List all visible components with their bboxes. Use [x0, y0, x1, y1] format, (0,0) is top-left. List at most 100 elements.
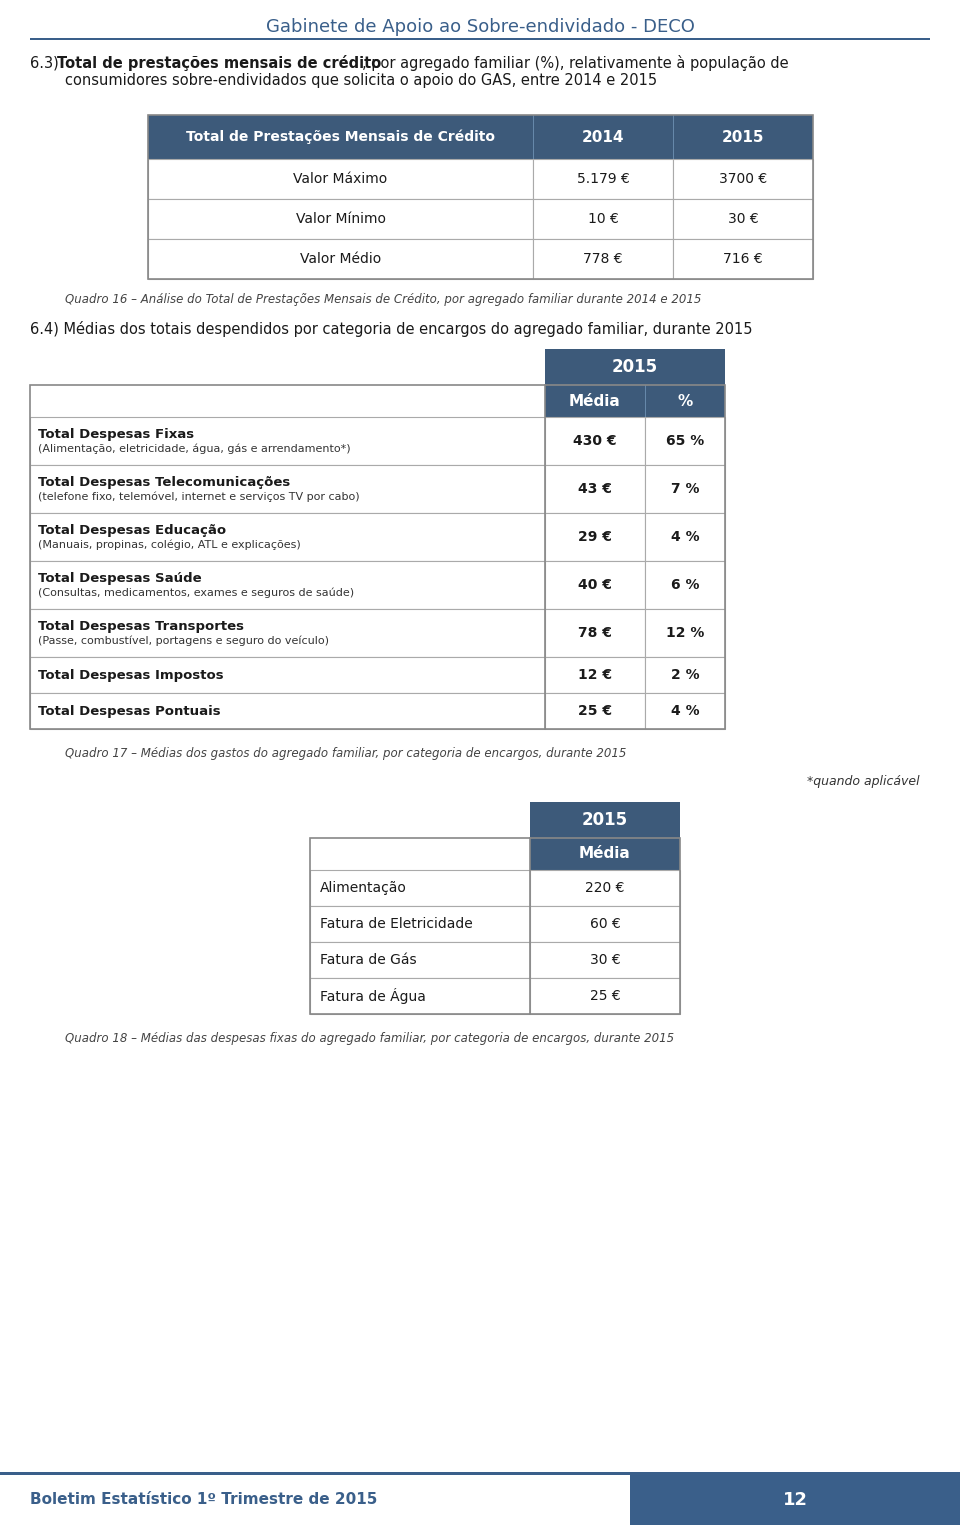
Text: Valor Mínimo: Valor Mínimo: [296, 212, 386, 226]
Text: (Manuais, propinas, colégio, ATL e explicações): (Manuais, propinas, colégio, ATL e expli…: [38, 540, 300, 551]
Text: 25 €: 25 €: [589, 990, 620, 1003]
Text: 5.179 €: 5.179 €: [577, 172, 630, 186]
Bar: [0, 1472, 960, 1475]
Bar: [533, 114, 673, 159]
Bar: [148, 114, 533, 159]
Text: Quadro 17 – Médias dos gastos do agregado familiar, por categoria de encargos, d: Quadro 17 – Médias dos gastos do agregad…: [65, 747, 626, 759]
Bar: [148, 114, 813, 279]
Text: Quadro 16 – Análise do Total de Prestações Mensais de Crédito, por agregado fami: Quadro 16 – Análise do Total de Prestaçõ…: [65, 293, 702, 307]
Bar: [645, 384, 646, 416]
Bar: [30, 657, 545, 692]
Text: 4 %: 4 %: [671, 705, 699, 718]
Text: 25 €: 25 €: [578, 705, 612, 718]
Text: 43 €: 43 €: [578, 482, 612, 496]
Bar: [533, 114, 534, 159]
Bar: [30, 384, 725, 729]
Bar: [545, 416, 645, 465]
Text: 12 €: 12 €: [578, 668, 612, 682]
Bar: [645, 416, 725, 465]
Bar: [545, 512, 645, 561]
Text: 29 €: 29 €: [578, 531, 612, 544]
Bar: [545, 608, 645, 657]
Bar: [310, 906, 530, 942]
Text: (Consultas, medicamentos, exames e seguros de saúde): (Consultas, medicamentos, exames e segur…: [38, 589, 354, 598]
Bar: [30, 465, 545, 512]
Bar: [148, 239, 533, 279]
Text: Fatura de Gás: Fatura de Gás: [320, 953, 417, 967]
Bar: [673, 114, 813, 159]
Text: 10 €: 10 €: [588, 212, 618, 226]
Text: 7 %: 7 %: [671, 482, 699, 496]
Text: 6.3): 6.3): [30, 55, 63, 70]
Text: 2015: 2015: [612, 358, 658, 377]
Text: Gabinete de Apoio ao Sobre-endividado - DECO: Gabinete de Apoio ao Sobre-endividado - …: [266, 18, 694, 37]
Text: Média: Média: [579, 846, 631, 862]
Text: 2014: 2014: [582, 130, 624, 145]
Bar: [645, 608, 725, 657]
Bar: [30, 512, 545, 561]
Text: Total Despesas Transportes: Total Despesas Transportes: [38, 621, 244, 633]
Text: 220 €: 220 €: [586, 881, 625, 895]
Bar: [310, 978, 530, 1014]
Bar: [545, 561, 645, 608]
Text: 4 %: 4 %: [671, 531, 699, 544]
Text: Fatura de Eletricidade: Fatura de Eletricidade: [320, 917, 472, 930]
Text: 2 %: 2 %: [671, 668, 699, 682]
Text: Total de prestações mensais de crédito: Total de prestações mensais de crédito: [57, 55, 381, 72]
Bar: [545, 692, 645, 729]
Text: %: %: [678, 393, 692, 409]
Bar: [545, 349, 725, 384]
Text: 2015: 2015: [722, 130, 764, 145]
Bar: [30, 416, 545, 465]
Bar: [530, 906, 680, 942]
Text: 430 €: 430 €: [573, 435, 616, 448]
Bar: [530, 869, 680, 906]
Bar: [530, 978, 680, 1014]
Text: Total Despesas Telecomunicações: Total Despesas Telecomunicações: [38, 476, 290, 490]
Text: Total de Prestações Mensais de Crédito: Total de Prestações Mensais de Crédito: [186, 130, 495, 145]
Bar: [645, 512, 725, 561]
Bar: [310, 839, 680, 1014]
Bar: [530, 942, 680, 978]
Text: Quadro 18 – Médias das despesas fixas do agregado familiar, por categoria de enc: Quadro 18 – Médias das despesas fixas do…: [65, 1032, 674, 1045]
Bar: [533, 198, 673, 239]
Text: Total Despesas Pontuais: Total Despesas Pontuais: [38, 705, 221, 717]
Text: 12 %: 12 %: [666, 625, 705, 640]
Text: 65 %: 65 %: [666, 435, 704, 448]
Bar: [545, 657, 645, 692]
Text: (Passe, combustível, portagens e seguro do veículo): (Passe, combustível, portagens e seguro …: [38, 636, 329, 647]
Bar: [148, 198, 533, 239]
Text: 3700 €: 3700 €: [719, 172, 767, 186]
Bar: [673, 114, 674, 159]
Bar: [673, 239, 813, 279]
Text: *quando aplicável: *quando aplicável: [807, 775, 920, 788]
Text: Total Despesas Fixas: Total Despesas Fixas: [38, 429, 194, 441]
Text: 78 €: 78 €: [578, 625, 612, 640]
Text: Total Despesas Educação: Total Despesas Educação: [38, 525, 227, 537]
Bar: [148, 159, 533, 198]
Text: (Alimentação, eletricidade, água, gás e arrendamento*): (Alimentação, eletricidade, água, gás e …: [38, 444, 350, 454]
Text: 40 €: 40 €: [578, 578, 612, 592]
Bar: [545, 384, 645, 416]
Text: 30 €: 30 €: [728, 212, 758, 226]
Bar: [673, 159, 813, 198]
Text: 12: 12: [782, 1491, 807, 1510]
Bar: [30, 608, 545, 657]
Bar: [645, 657, 725, 692]
Bar: [673, 198, 813, 239]
Bar: [645, 692, 725, 729]
Text: (telefone fixo, telemóvel, internet e serviços TV por cabo): (telefone fixo, telemóvel, internet e se…: [38, 493, 360, 503]
Bar: [645, 561, 725, 608]
Text: consumidores sobre-endividados que solicita o apoio do GAS, entre 2014 e 2015: consumidores sobre-endividados que solic…: [65, 73, 658, 88]
Text: Valor Médio: Valor Médio: [300, 252, 381, 265]
Text: 778 €: 778 €: [584, 252, 623, 265]
Bar: [30, 561, 545, 608]
Bar: [533, 159, 673, 198]
Bar: [630, 1475, 960, 1525]
Bar: [530, 802, 680, 839]
Bar: [310, 942, 530, 978]
Bar: [545, 465, 645, 512]
Text: Boletim Estatístico 1º Trimestre de 2015: Boletim Estatístico 1º Trimestre de 2015: [30, 1493, 377, 1508]
Text: Alimentação: Alimentação: [320, 881, 407, 895]
Bar: [533, 239, 673, 279]
